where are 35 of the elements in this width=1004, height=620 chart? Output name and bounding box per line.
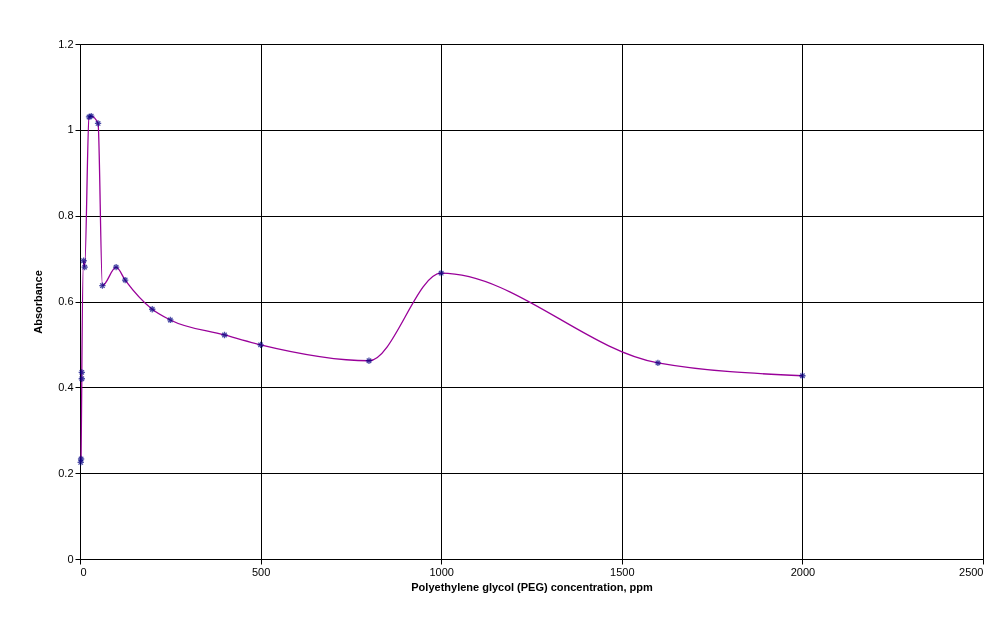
point	[112, 263, 120, 271]
point	[77, 455, 85, 463]
x-tick-label: 500	[251, 565, 271, 578]
point	[437, 269, 446, 277]
point	[256, 341, 265, 349]
y-tick-label: 0.8	[58, 209, 74, 222]
point	[121, 276, 129, 284]
point	[148, 305, 157, 314]
y-tick-label: 0.4	[58, 380, 74, 393]
point	[80, 263, 89, 271]
point	[77, 368, 86, 377]
point	[76, 458, 85, 467]
point	[166, 316, 175, 324]
y-tick-label: 0.2	[58, 466, 74, 479]
point	[654, 359, 662, 367]
y-tick-label: 1	[67, 123, 74, 136]
x-tick-label: 2000	[790, 565, 816, 578]
y-tick-label: 0	[67, 552, 74, 565]
point	[798, 371, 807, 380]
x-tick-label: 0	[80, 565, 87, 578]
point	[77, 374, 86, 383]
x-tick-label: 2500	[959, 565, 984, 578]
x-tick-label: 1000	[429, 565, 454, 578]
y-axis-title: Absorbance	[32, 270, 45, 334]
point	[79, 256, 88, 265]
point	[85, 113, 93, 121]
point	[220, 331, 229, 339]
y-tick-label: 0.6	[58, 295, 74, 307]
point	[87, 112, 96, 120]
y-tick-label: 1.2	[58, 37, 74, 50]
point	[98, 281, 107, 290]
x-axis-title: Polyethylene glycol (PEG) concentration, ppm	[411, 580, 653, 593]
point	[365, 356, 373, 365]
x-tick-label: 1500	[610, 565, 635, 578]
point	[94, 119, 102, 128]
